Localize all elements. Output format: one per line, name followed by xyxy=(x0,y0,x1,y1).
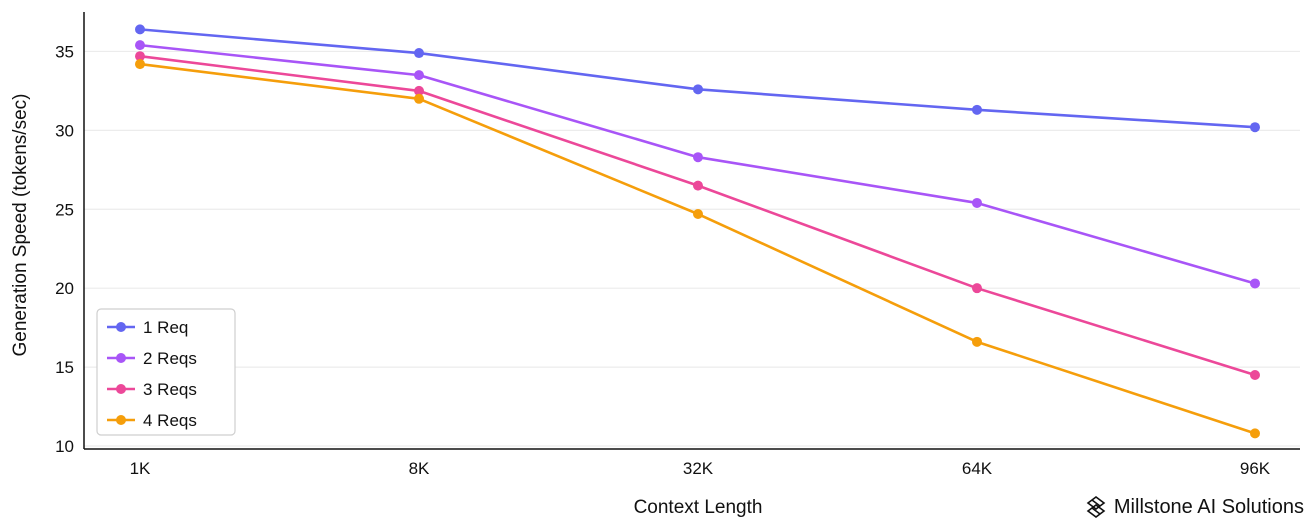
data-point xyxy=(972,197,982,208)
y-tick-label: 20 xyxy=(55,279,74,298)
legend-swatch-marker xyxy=(116,353,126,363)
x-axis-title: Context Length xyxy=(634,497,763,518)
data-point xyxy=(135,59,145,70)
legend-label: 1 Req xyxy=(143,318,188,337)
data-point xyxy=(135,40,145,51)
y-axis-title: Generation Speed (tokens/sec) xyxy=(10,94,31,357)
data-point xyxy=(135,24,145,35)
brand-name: Millstone AI Solutions xyxy=(1113,495,1304,518)
x-tick-label: 8K xyxy=(409,459,430,478)
x-tick-label: 32K xyxy=(683,459,714,478)
series-2 xyxy=(135,40,1260,289)
data-point xyxy=(414,48,424,59)
data-point xyxy=(972,336,982,347)
data-point xyxy=(693,152,703,163)
y-tick-label: 10 xyxy=(55,437,74,456)
y-tick-label: 15 xyxy=(55,358,74,377)
y-tick-label: 35 xyxy=(55,42,74,61)
data-point xyxy=(135,51,145,62)
data-point xyxy=(693,209,703,220)
legend-label: 4 Reqs xyxy=(143,411,197,430)
brand-watermark: Millstone AI Solutions xyxy=(1084,495,1304,519)
x-tick-label: 96K xyxy=(1240,459,1271,478)
legend: 1 Req 2 Reqs 3 Reqs 4 Reqs xyxy=(96,308,236,436)
series-3 xyxy=(135,51,1260,380)
grid-lines xyxy=(84,50,1300,447)
legend-box xyxy=(96,308,236,436)
legend-swatch-marker xyxy=(116,322,126,332)
y-tick-label: 25 xyxy=(55,200,74,219)
series-lines xyxy=(135,24,1260,439)
legend-label: 2 Reqs xyxy=(143,349,197,368)
legend-swatch-marker xyxy=(116,384,126,394)
legend-label: 3 Reqs xyxy=(143,380,197,399)
data-point xyxy=(693,84,703,95)
data-point xyxy=(1250,278,1260,289)
data-point xyxy=(414,93,424,104)
series-1 xyxy=(135,24,1260,133)
series-line xyxy=(139,62,1256,435)
woven-knot-logo-icon xyxy=(1086,496,1106,518)
data-point xyxy=(1250,428,1260,439)
series-line xyxy=(139,43,1256,285)
x-tick-labels: 1K 8K 32K 64K 96K xyxy=(130,459,1271,478)
data-point xyxy=(1250,369,1260,380)
axes xyxy=(83,12,1300,450)
data-point xyxy=(414,70,424,81)
y-tick-labels: 10 15 20 25 30 35 xyxy=(55,42,74,456)
data-point xyxy=(1250,122,1260,133)
y-tick-label: 30 xyxy=(55,121,74,140)
data-point xyxy=(972,104,982,115)
x-tick-label: 1K xyxy=(130,459,151,478)
series-4 xyxy=(135,59,1260,439)
legend-swatch-marker xyxy=(116,415,126,425)
data-point xyxy=(972,283,982,294)
x-tick-label: 64K xyxy=(962,459,993,478)
data-point xyxy=(414,85,424,96)
data-point xyxy=(693,180,703,191)
